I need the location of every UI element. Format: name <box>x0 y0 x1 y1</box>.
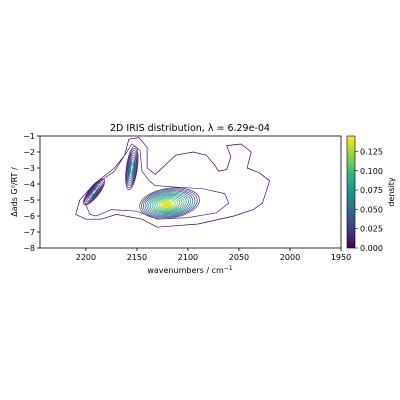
contour-line <box>89 186 99 198</box>
x-axis-ticks: 2200 2150 2100 2050 2000 1950 <box>76 248 351 262</box>
colorbar <box>347 136 355 248</box>
y-tick-label: −7 <box>23 228 35 237</box>
x-tick-label: 2100 <box>178 253 198 262</box>
colorbar-ticks: 0.000 0.025 0.050 0.075 0.100 0.125 <box>355 147 383 253</box>
x-axis-label-main: wavenumbers / cm <box>147 266 224 275</box>
colorbar-tick-label: 0.000 <box>360 244 383 253</box>
peak-core <box>162 201 172 208</box>
contour-line <box>130 163 134 173</box>
contour-line <box>149 193 187 214</box>
x-axis-label: wavenumbers / cm−1 <box>147 265 232 275</box>
contour-line <box>158 199 176 209</box>
x-tick-label: 2000 <box>280 253 300 262</box>
contour-line <box>125 148 138 188</box>
contour-line <box>144 190 194 217</box>
contour-line <box>83 178 106 206</box>
contour-lines <box>75 137 271 228</box>
contour-line <box>88 184 101 200</box>
y-axis-ticks: −1 −2 −3 −4 −5 −6 −7 −8 <box>23 132 40 253</box>
y-tick-label: −8 <box>23 244 35 253</box>
contour-line <box>90 187 98 197</box>
contour-line <box>128 156 136 180</box>
contour-line <box>85 181 103 203</box>
colorbar-frame <box>346 135 356 249</box>
colorbar-label: density <box>387 177 396 207</box>
contour-line <box>125 145 139 191</box>
x-axis-label-superscript: −1 <box>224 265 233 272</box>
colorbar-tick-label: 0.075 <box>360 186 383 195</box>
contour-line <box>155 197 181 211</box>
colorbar-tick-label: 0.125 <box>360 147 383 156</box>
contour-line <box>91 189 97 195</box>
x-tick-label: 2200 <box>76 253 96 262</box>
contour-line <box>86 183 102 201</box>
contour-line <box>129 159 135 177</box>
y-tick-label: −6 <box>23 212 35 221</box>
contour-line <box>146 191 192 216</box>
colorbar-tick-label: 0.025 <box>360 225 383 234</box>
colorbar-tick-label: 0.050 <box>360 205 383 214</box>
chart-title: 2D IRIS distribution, λ = 6.29e-04 <box>110 123 270 134</box>
contour-line <box>126 150 138 186</box>
plot-frame <box>39 135 342 249</box>
contour-line <box>156 198 179 210</box>
x-tick-label: 2050 <box>229 253 249 262</box>
contour-line <box>153 196 183 212</box>
y-tick-label: −1 <box>23 132 35 141</box>
contour-line <box>75 137 271 228</box>
contour-line <box>84 180 104 204</box>
contour-line <box>127 152 137 184</box>
y-tick-label: −3 <box>23 164 35 173</box>
contour-line <box>141 188 198 219</box>
x-tick-label: 1950 <box>331 253 351 262</box>
colorbar-tick-label: 0.100 <box>360 167 383 176</box>
contour-line <box>129 161 134 175</box>
contour-line <box>148 192 189 215</box>
x-tick-label: 2150 <box>127 253 147 262</box>
y-axis-label: Δads G⁰/RT / <box>10 167 19 217</box>
contour-line <box>127 154 136 182</box>
y-tick-label: −5 <box>23 196 35 205</box>
contour-line <box>83 143 230 220</box>
contour-line <box>142 189 196 218</box>
contour-line <box>139 187 200 219</box>
y-tick-label: −2 <box>23 148 35 157</box>
y-tick-label: −4 <box>23 180 35 189</box>
contour-line <box>151 195 185 213</box>
